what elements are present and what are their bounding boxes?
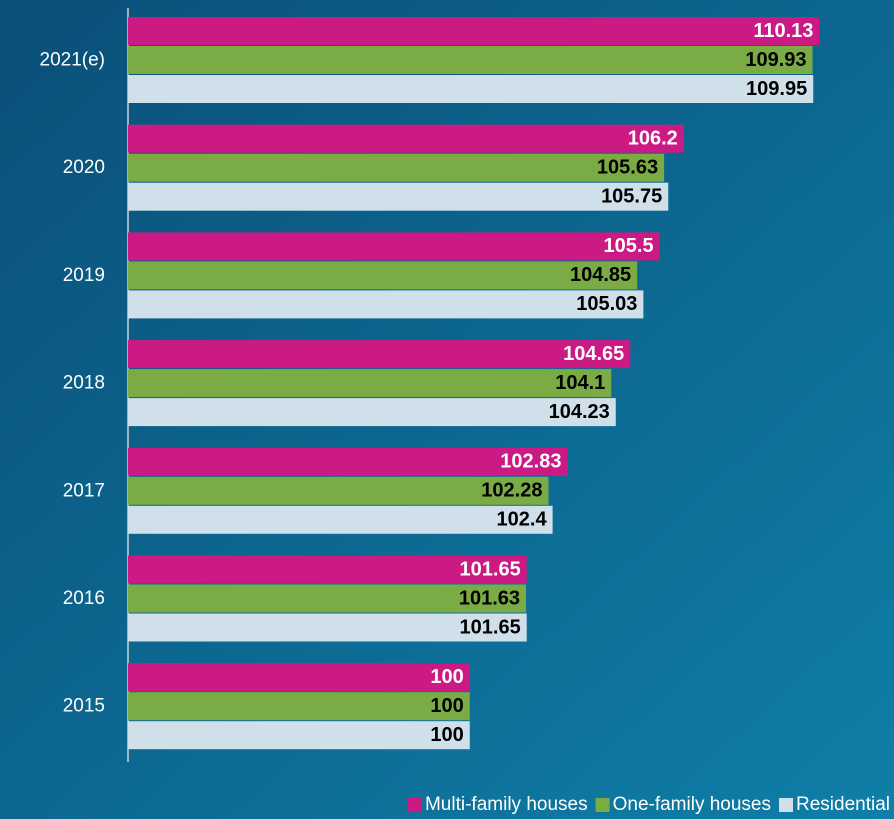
- bar: [128, 505, 553, 534]
- value-label: 101.63: [459, 587, 520, 609]
- legend-swatch: [779, 798, 793, 812]
- legend-swatch: [595, 798, 610, 812]
- bar: [128, 232, 660, 261]
- bar: [128, 555, 527, 584]
- bar: [128, 182, 669, 211]
- category-label: 2017: [63, 480, 105, 501]
- value-label: 100: [430, 695, 463, 717]
- value-label: 105.03: [576, 293, 637, 315]
- value-label: 109.93: [745, 49, 806, 71]
- category-label: 2018: [63, 373, 105, 394]
- value-label: 104.23: [549, 401, 610, 423]
- value-label: 105.63: [597, 156, 658, 178]
- value-label: 104.85: [570, 264, 631, 286]
- bar: [128, 692, 470, 721]
- bar: [128, 124, 684, 153]
- category-label: 2020: [63, 157, 105, 178]
- bar: [128, 613, 527, 642]
- value-label: 102.4: [497, 509, 548, 531]
- legend-label: Residential: [796, 794, 890, 815]
- value-label: 104.65: [563, 343, 624, 365]
- bar: [128, 369, 612, 398]
- value-label: 105.5: [604, 235, 654, 257]
- legend-label: One-family houses: [613, 794, 771, 815]
- bar: [128, 261, 638, 290]
- category-label: 2019: [63, 265, 105, 286]
- category-label: 2016: [63, 588, 105, 609]
- bar: [128, 447, 568, 476]
- bar: [128, 17, 820, 45]
- bar: [128, 721, 470, 750]
- value-label: 105.75: [601, 185, 662, 207]
- bar: [128, 398, 616, 427]
- value-label: 101.65: [460, 558, 521, 580]
- category-label: 2021(e): [40, 50, 106, 71]
- legend-swatch: [407, 798, 422, 812]
- legend-label: Multi-family houses: [425, 794, 588, 815]
- value-label: 104.1: [555, 372, 605, 394]
- value-label: 100: [430, 724, 463, 746]
- value-label: 106.2: [628, 127, 678, 149]
- bar: [128, 340, 631, 369]
- bar: [128, 290, 644, 319]
- value-label: 101.65: [460, 616, 521, 638]
- value-label: 110.13: [753, 20, 813, 42]
- value-label: 100: [430, 666, 463, 688]
- value-label: 109.95: [746, 78, 807, 100]
- bar: [128, 75, 814, 103]
- bar: [128, 476, 549, 505]
- bar: [128, 46, 813, 74]
- value-label: 102.28: [481, 480, 542, 502]
- bar: [128, 584, 527, 613]
- bar: [128, 663, 470, 692]
- value-label: 102.83: [500, 451, 561, 473]
- bar: [128, 153, 665, 182]
- category-label: 2015: [63, 696, 105, 717]
